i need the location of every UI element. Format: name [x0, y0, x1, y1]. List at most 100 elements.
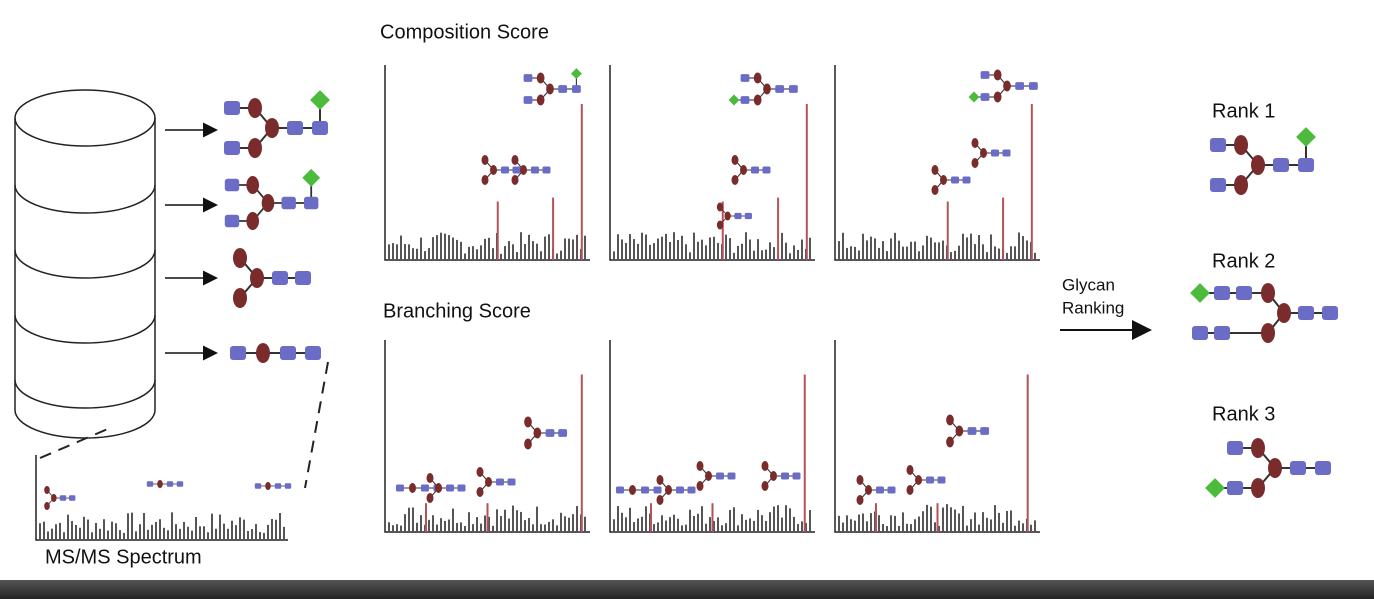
hexnac: [1273, 158, 1289, 172]
hexnac: [1029, 82, 1038, 90]
glycan: [729, 73, 798, 106]
glycan: [732, 155, 771, 185]
glycan: [1190, 283, 1338, 343]
hexnac: [177, 481, 183, 487]
hexose: [256, 343, 270, 363]
hexose: [409, 483, 416, 493]
hexnac: [1003, 150, 1011, 157]
glycan: [762, 461, 801, 491]
glycan: [147, 480, 183, 488]
hexose: [512, 155, 519, 165]
hexnac: [524, 96, 533, 104]
hexose: [51, 494, 57, 502]
arrows: [165, 130, 1148, 353]
hexose: [246, 176, 259, 194]
hexose: [427, 473, 434, 483]
hexose: [1277, 303, 1291, 323]
fucose: [1190, 283, 1210, 303]
hexnac: [938, 477, 946, 484]
hexnac: [1015, 82, 1024, 90]
hexose: [537, 73, 545, 84]
hexnac: [654, 487, 662, 494]
hexose: [477, 467, 484, 477]
hexnac: [1210, 178, 1226, 192]
fucose: [571, 68, 582, 79]
hexose: [248, 98, 262, 118]
hexnac: [991, 150, 999, 157]
hexnac: [280, 346, 296, 360]
hexose: [546, 84, 554, 95]
glycan: [1210, 127, 1316, 195]
ranking-label: Glycan: [1062, 275, 1115, 294]
hexose: [44, 486, 50, 494]
figure: Composition Score Branching Score MS/MS …: [0, 0, 1374, 599]
hexnac: [1315, 461, 1331, 475]
hexnac: [508, 479, 516, 486]
hexose: [629, 485, 636, 495]
hexnac: [676, 487, 684, 494]
glycan: [697, 461, 736, 491]
hexose: [763, 84, 771, 95]
glycan: [44, 486, 75, 510]
hexnac: [751, 167, 759, 174]
hexnac: [69, 495, 75, 501]
hexnac: [546, 429, 555, 437]
hexose: [956, 426, 964, 437]
hexose: [657, 475, 664, 485]
hexose: [754, 73, 762, 84]
fucose: [302, 169, 320, 187]
hexose: [44, 502, 50, 510]
glycan: [233, 248, 311, 308]
hexose: [717, 221, 723, 230]
hexose: [740, 165, 747, 175]
hexose: [705, 471, 712, 481]
hexose: [994, 92, 1002, 103]
hexose: [233, 248, 247, 268]
hexnac: [167, 481, 173, 487]
glycan: [907, 465, 946, 495]
hexnac: [531, 167, 539, 174]
spectrum-label: MS/MS Spectrum: [45, 546, 202, 568]
hexnac: [981, 93, 990, 101]
hexnac: [558, 85, 567, 93]
hexose: [246, 212, 259, 230]
spectrum: [835, 65, 1040, 260]
rank-label: Rank 1: [1212, 100, 1275, 122]
hexnac: [282, 197, 296, 210]
hexose: [725, 212, 731, 221]
hexose: [265, 482, 271, 490]
hexnac: [513, 167, 521, 174]
glycan: [224, 90, 330, 158]
hexose: [932, 185, 939, 195]
hexnac: [295, 271, 311, 285]
hexnac: [312, 121, 328, 135]
hexose: [157, 480, 163, 488]
hexose: [972, 138, 979, 148]
fucose: [310, 90, 330, 110]
hexose: [512, 175, 519, 185]
hexose: [534, 428, 542, 439]
hexnac: [763, 167, 771, 174]
hexose: [657, 495, 664, 505]
spectrum: [610, 340, 815, 532]
hexose: [1234, 135, 1248, 155]
hexnac: [524, 74, 533, 82]
hexose: [697, 481, 704, 491]
glycan: [657, 475, 696, 505]
hexnac: [1214, 326, 1230, 340]
hexose: [427, 493, 434, 503]
hexnac: [789, 85, 798, 93]
glycan: [230, 343, 321, 363]
hexnac: [745, 213, 752, 219]
ranking-label: Ranking: [1062, 298, 1124, 317]
hexose: [250, 268, 264, 288]
hexose: [1261, 283, 1275, 303]
glycan: [972, 138, 1011, 168]
hexnac: [558, 429, 567, 437]
hexnac: [616, 487, 624, 494]
composition-label: Composition Score: [380, 21, 549, 43]
glycan: [225, 169, 320, 230]
database-cylinder: [15, 90, 155, 438]
hexnac: [775, 85, 784, 93]
hexnac: [1298, 306, 1314, 320]
